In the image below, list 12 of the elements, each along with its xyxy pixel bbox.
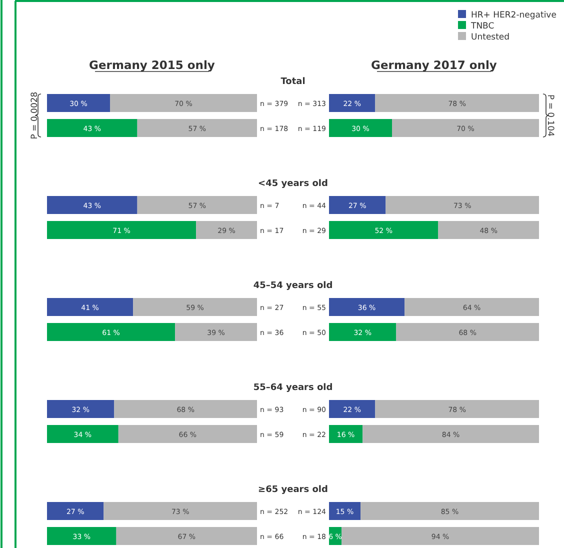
- legend-label: HR+ HER2-negative: [471, 10, 556, 20]
- text: 55–64 years old: [253, 383, 333, 393]
- text: P = 0.0028: [30, 92, 40, 140]
- text: ≥65 years old: [258, 485, 328, 495]
- text: 45–54 years old: [253, 281, 333, 291]
- text: <45 years old: [258, 179, 328, 189]
- text: Total: [280, 77, 306, 87]
- chart-title: Germany 2015 only: [89, 58, 216, 72]
- legend-label: TNBC: [470, 22, 494, 32]
- chart-title: Germany 2017 only: [371, 58, 498, 72]
- legend-label: Untested: [471, 32, 510, 42]
- text: P = 0.104: [545, 94, 556, 136]
